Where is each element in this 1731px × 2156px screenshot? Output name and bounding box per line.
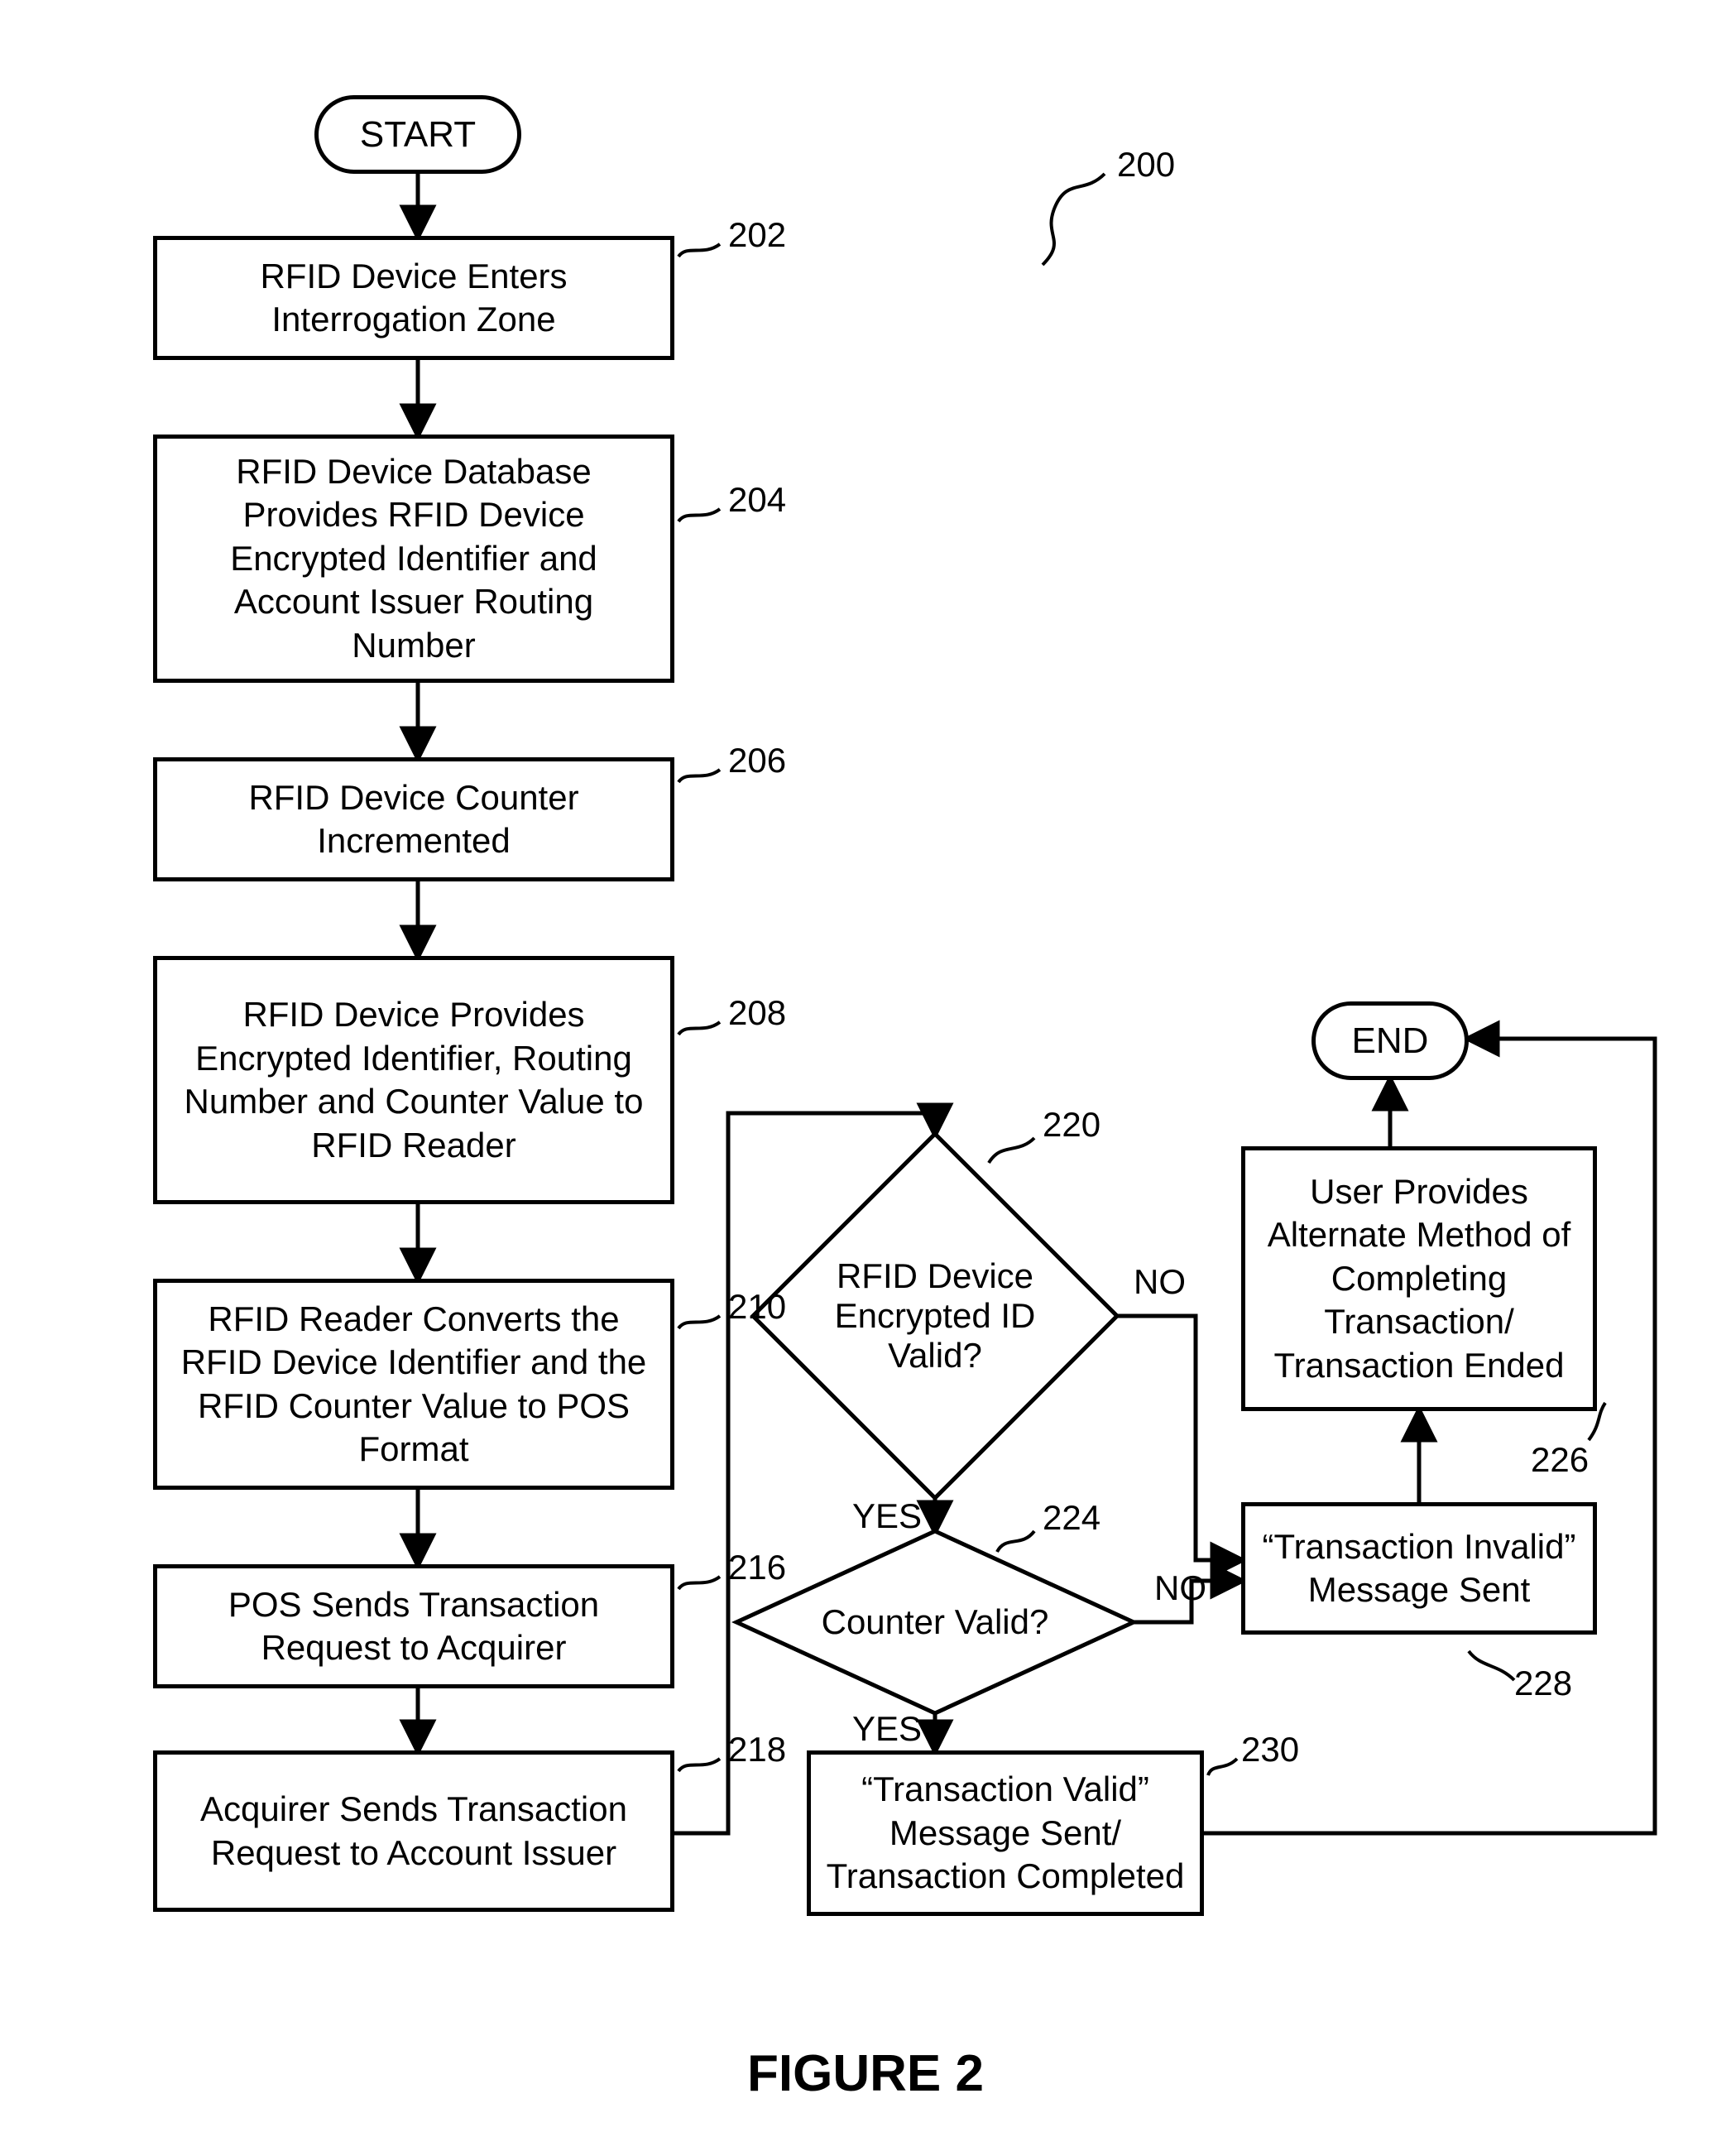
box-226: User Provides Alternate Method of Comple… bbox=[1241, 1146, 1597, 1411]
ref-226: 226 bbox=[1531, 1440, 1589, 1480]
leader-line bbox=[678, 1577, 720, 1589]
ref-224: 224 bbox=[1043, 1498, 1100, 1538]
box-204: RFID Device Database Provides RFID Devic… bbox=[153, 435, 674, 683]
leader-line bbox=[1469, 1651, 1514, 1680]
leader-line bbox=[989, 1138, 1034, 1163]
box-216: POS Sends Transaction Request to Acquire… bbox=[153, 1564, 674, 1688]
leader-line bbox=[997, 1531, 1034, 1552]
branch-224-no: NO bbox=[1154, 1568, 1206, 1608]
terminal-end: END bbox=[1311, 1001, 1469, 1080]
ref-206: 206 bbox=[728, 741, 786, 780]
decision-224-text: Counter Valid? bbox=[792, 1573, 1078, 1673]
leader-line bbox=[678, 244, 720, 257]
ref-216: 216 bbox=[728, 1548, 786, 1587]
figure-caption: FIGURE 2 bbox=[0, 2044, 1731, 2103]
ref-220: 220 bbox=[1043, 1105, 1100, 1145]
ref-210: 210 bbox=[728, 1287, 786, 1327]
branch-220-no: NO bbox=[1134, 1262, 1186, 1302]
ref-204: 204 bbox=[728, 480, 786, 520]
box-218: Acquirer Sends Transaction Request to Ac… bbox=[153, 1750, 674, 1912]
terminal-start: START bbox=[314, 95, 521, 174]
branch-220-yes: YES bbox=[852, 1496, 922, 1536]
flowchart-container: START END RFID Device Enters Interrogati… bbox=[0, 0, 1731, 2156]
leader-line bbox=[1208, 1759, 1237, 1775]
decision-220-text: RFID Device Encrypted ID Valid? bbox=[804, 1216, 1067, 1416]
edge bbox=[1117, 1316, 1241, 1560]
leader-line bbox=[678, 1316, 720, 1328]
ref-228: 228 bbox=[1514, 1664, 1572, 1703]
box-202: RFID Device Enters Interrogation Zone bbox=[153, 236, 674, 360]
leader-line bbox=[1043, 174, 1105, 265]
box-228: “Transaction Invalid” Message Sent bbox=[1241, 1502, 1597, 1635]
branch-224-yes: YES bbox=[852, 1709, 922, 1749]
ref-202: 202 bbox=[728, 215, 786, 255]
box-230: “Transaction Valid” Message Sent/ Transa… bbox=[807, 1750, 1204, 1916]
box-208: RFID Device Provides Encrypted Identifie… bbox=[153, 956, 674, 1204]
box-210: RFID Reader Converts the RFID Device Ide… bbox=[153, 1279, 674, 1490]
box-206: RFID Device Counter Incremented bbox=[153, 757, 674, 881]
ref-200: 200 bbox=[1117, 145, 1175, 185]
leader-line bbox=[678, 770, 720, 782]
leader-line bbox=[678, 1759, 720, 1771]
leader-line bbox=[678, 509, 720, 521]
ref-208: 208 bbox=[728, 993, 786, 1033]
ref-230: 230 bbox=[1241, 1730, 1299, 1769]
ref-218: 218 bbox=[728, 1730, 786, 1769]
leader-line bbox=[678, 1022, 720, 1035]
